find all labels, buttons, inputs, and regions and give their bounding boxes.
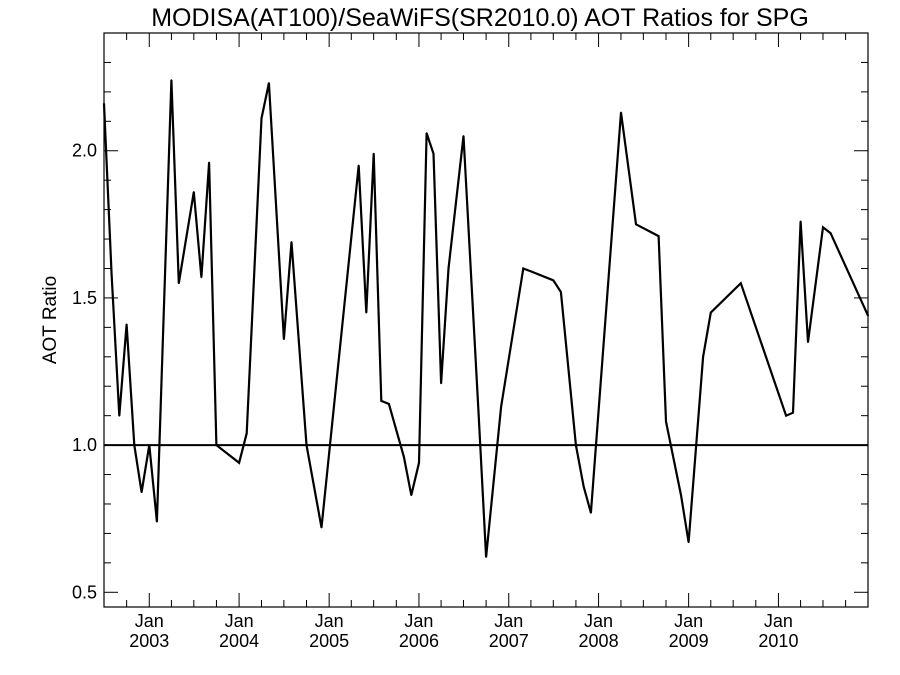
data-point — [440, 382, 442, 385]
data-point — [829, 232, 832, 235]
data-point — [238, 461, 241, 464]
data-point — [799, 220, 802, 223]
data-point — [447, 267, 450, 270]
data-point — [620, 111, 622, 114]
data-point — [702, 355, 704, 358]
data-point — [425, 132, 428, 135]
data-point — [380, 400, 383, 402]
data-point — [192, 191, 195, 193]
axis-tick-labels: 0.51.01.52.0Jan2003Jan2004Jan2005Jan2006… — [72, 141, 798, 651]
data-point — [365, 311, 368, 314]
data-point — [590, 511, 592, 514]
data-point — [462, 135, 465, 137]
data-point — [500, 405, 502, 408]
data-point — [709, 311, 712, 314]
data-point — [582, 485, 585, 488]
y-tick-label: 2.0 — [72, 141, 97, 161]
data-point — [110, 273, 113, 276]
data-point — [485, 556, 487, 558]
data-point — [215, 444, 218, 446]
x-tick-month-label: Jan — [674, 611, 703, 631]
data-point — [305, 444, 308, 446]
data-point — [388, 403, 390, 405]
y-tick-label: 1.5 — [72, 288, 97, 308]
data-point — [635, 223, 637, 226]
data-point — [530, 270, 532, 273]
data-point — [680, 494, 682, 496]
data-point — [822, 226, 824, 229]
x-tick-year-label: 2004 — [219, 631, 259, 651]
x-tick-year-label: 2003 — [129, 631, 169, 651]
x-tick-year-label: 2005 — [309, 631, 349, 651]
x-tick-month-label: Jan — [225, 611, 254, 631]
chart-title: MODISA(AT100)/SeaWiFS(SR2010.0) AOT Rati… — [151, 4, 809, 32]
data-point — [125, 323, 128, 326]
data-point — [177, 282, 180, 285]
data-point — [418, 461, 420, 464]
data-point — [687, 541, 690, 544]
y-tick-label: 0.5 — [72, 582, 97, 602]
data-point — [140, 491, 143, 494]
data-point — [268, 82, 270, 84]
data-point — [200, 276, 203, 279]
data-point — [290, 241, 293, 243]
data-point — [665, 420, 667, 423]
data-point — [785, 414, 787, 417]
data-point — [357, 164, 360, 167]
data-point — [118, 414, 121, 417]
data-point — [156, 520, 158, 523]
data-point — [170, 79, 173, 81]
data-point — [372, 152, 375, 155]
data-point — [133, 444, 136, 446]
data-point — [807, 341, 809, 343]
data-point — [260, 117, 263, 120]
data-point — [208, 161, 211, 164]
data-point — [403, 456, 405, 458]
y-axis-label: AOT Ratio — [40, 276, 61, 364]
data-point — [148, 444, 151, 446]
x-tick-month-label: Jan — [315, 611, 344, 631]
data-point — [657, 235, 660, 238]
data-point — [739, 282, 742, 285]
data-point — [477, 414, 480, 417]
data-point — [103, 102, 105, 105]
x-tick-month-label: Jan — [494, 611, 523, 631]
x-tick-year-label: 2006 — [399, 631, 439, 651]
data-point — [792, 411, 794, 414]
data-point — [245, 432, 248, 435]
x-tick-year-label: 2010 — [758, 631, 798, 651]
x-tick-year-label: 2009 — [669, 631, 709, 651]
data-point — [522, 267, 525, 270]
x-tick-month-label: Jan — [764, 611, 793, 631]
data-point — [410, 494, 413, 496]
data-point — [552, 279, 555, 282]
series-group — [102, 79, 870, 558]
x-tick-year-label: 2008 — [579, 631, 619, 651]
series-line-0 — [102, 80, 870, 558]
data-point — [283, 338, 285, 340]
y-tick-label: 1.0 — [72, 435, 97, 455]
x-tick-month-label: Jan — [135, 611, 164, 631]
x-tick-month-label: Jan — [584, 611, 613, 631]
x-tick-month-label: Jan — [404, 611, 433, 631]
x-tick-year-label: 2007 — [489, 631, 529, 651]
data-point — [320, 526, 323, 529]
data-point — [575, 444, 577, 446]
data-point — [867, 314, 869, 317]
data-point — [432, 152, 435, 155]
data-point — [560, 291, 562, 293]
